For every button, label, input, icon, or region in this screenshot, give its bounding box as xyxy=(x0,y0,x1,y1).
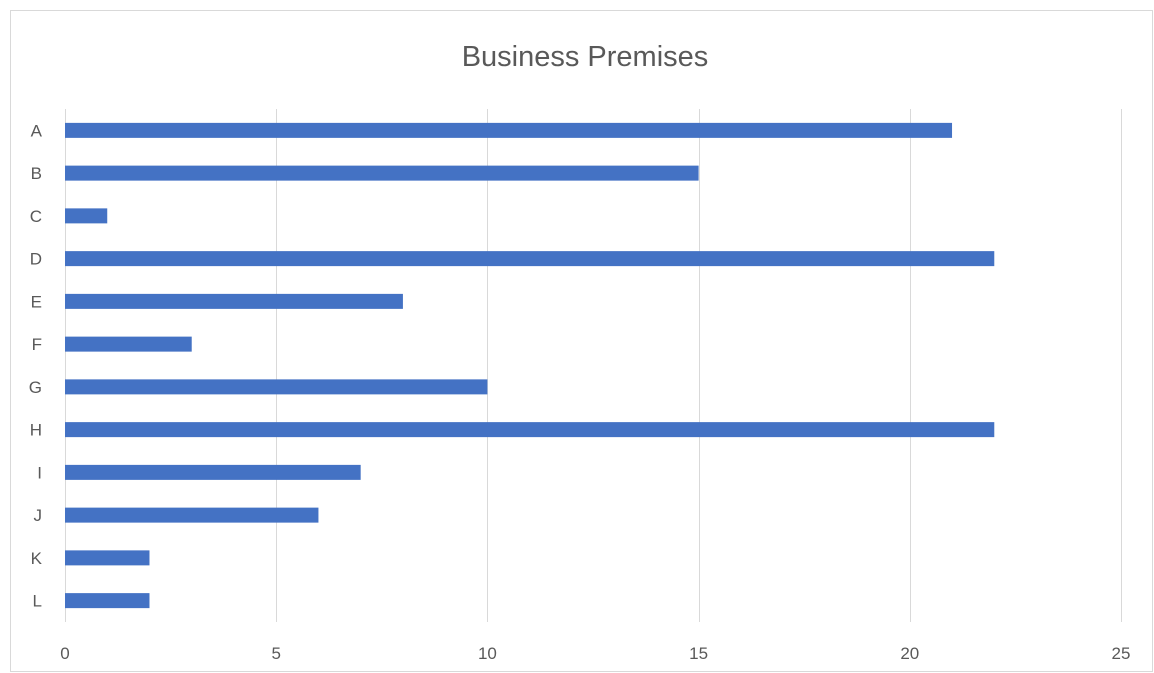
category-label: C xyxy=(30,207,42,226)
category-label: B xyxy=(31,164,42,183)
bar-f xyxy=(65,337,192,352)
x-tick-label: 0 xyxy=(60,644,69,663)
bar-h xyxy=(65,422,994,437)
category-label: K xyxy=(31,549,43,568)
x-tick-label: 5 xyxy=(271,644,280,663)
bar-g xyxy=(65,379,487,394)
bar-c xyxy=(65,208,107,223)
x-tick-label: 25 xyxy=(1112,644,1131,663)
bar-j xyxy=(65,508,318,523)
category-label: A xyxy=(31,121,43,140)
category-label: J xyxy=(34,506,43,525)
x-tick-label: 10 xyxy=(478,644,497,663)
x-tick-label: 20 xyxy=(900,644,919,663)
category-label: L xyxy=(33,592,42,611)
bar-k xyxy=(65,550,149,565)
category-label: G xyxy=(29,378,42,397)
bar-i xyxy=(65,465,361,480)
bar-b xyxy=(65,166,699,181)
bar-d xyxy=(65,251,994,266)
bars xyxy=(65,123,994,608)
gridlines xyxy=(66,109,1122,622)
category-label: D xyxy=(30,250,42,269)
x-tick-label: 15 xyxy=(689,644,708,663)
category-label: I xyxy=(37,463,42,482)
bar-l xyxy=(65,593,149,608)
category-axis-labels: A B C D E F G H I J K L xyxy=(29,121,43,610)
bar-e xyxy=(65,294,403,309)
value-axis-labels: 0 5 10 15 20 25 xyxy=(60,644,1130,663)
category-label: H xyxy=(30,421,42,440)
category-label: E xyxy=(31,292,42,311)
bar-a xyxy=(65,123,952,138)
category-label: F xyxy=(32,335,42,354)
chart-title: Business Premises xyxy=(462,41,709,73)
